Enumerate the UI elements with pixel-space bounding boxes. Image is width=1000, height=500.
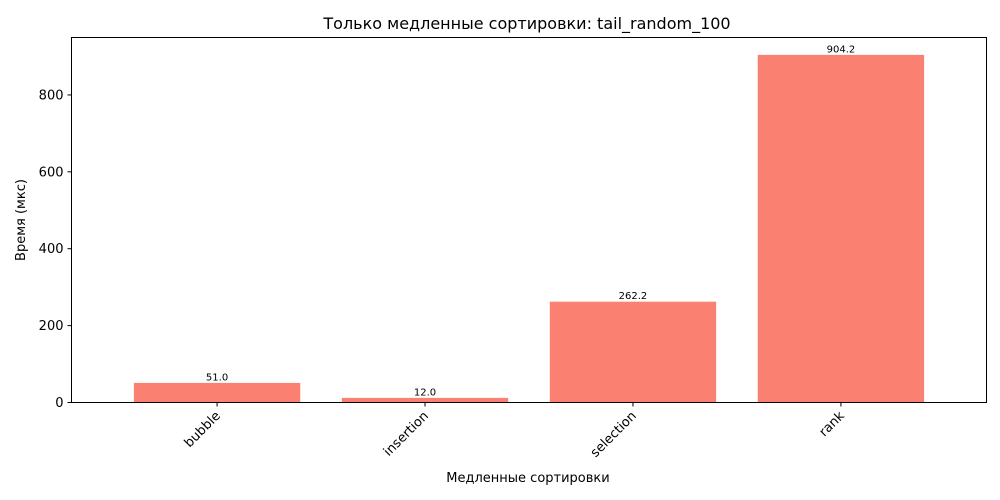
x-tick-label-selection: selection: [588, 409, 640, 461]
value-labels-group: 51.0 12.0 262.2 904.2: [206, 44, 855, 398]
x-tick-label-insertion: insertion: [381, 409, 432, 460]
value-label-bubble: 51.0: [206, 372, 228, 383]
y-tick-label-400: 400: [39, 242, 64, 257]
x-tick-label-rank: rank: [817, 408, 849, 440]
x-axis-label: Медленные сортировки: [446, 471, 609, 486]
value-label-rank: 904.2: [827, 44, 856, 55]
bars-group: [133, 54, 925, 403]
chart-title: Только медленные сортировки: tail_random…: [322, 14, 730, 34]
plot-area-frame: [71, 37, 987, 403]
x-axis-ticks: bubble insertion selection rank: [182, 402, 849, 461]
y-tick-label-800: 800: [39, 88, 64, 103]
bar-rank: [757, 54, 925, 403]
y-axis-ticks: 0 200 400 600 800: [39, 88, 72, 411]
y-axis-label: Время (мкс): [14, 179, 29, 261]
value-label-insertion: 12.0: [414, 387, 436, 398]
y-tick-label-0: 0: [55, 396, 63, 411]
bar-bubble: [133, 382, 301, 403]
x-tick-label-bubble: bubble: [182, 409, 224, 451]
value-label-selection: 262.2: [619, 291, 648, 302]
bar-selection: [549, 301, 717, 403]
y-tick-label-600: 600: [39, 165, 64, 180]
y-tick-label-200: 200: [39, 319, 64, 334]
bar-insertion: [341, 397, 509, 403]
